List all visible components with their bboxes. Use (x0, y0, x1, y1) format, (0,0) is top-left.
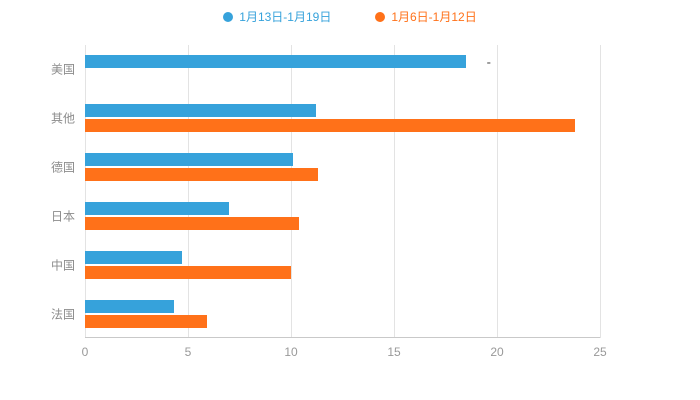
bar[interactable] (85, 201, 230, 215)
legend-dot-blue-icon (223, 11, 234, 22)
legend-item-jan6-12[interactable]: 1月6日-1月12日 (375, 8, 477, 25)
legend-label-jan13-19: 1月13日-1月19日 (239, 10, 332, 24)
gridline (85, 45, 86, 338)
category-label: 中国 (50, 258, 75, 273)
category-label: 美国 (50, 62, 75, 77)
category-label: 日本 (50, 209, 75, 224)
x-tick-label: 25 (593, 345, 607, 359)
category-label: 其他 (50, 111, 75, 126)
legend-dot-orange-icon (375, 11, 386, 22)
gridline (497, 45, 498, 338)
x-tick-label: 0 (81, 345, 89, 359)
gridline (291, 45, 292, 338)
bar[interactable] (85, 265, 291, 279)
bar[interactable] (85, 216, 300, 230)
annotation: - (486, 54, 491, 70)
category-label: 德国 (50, 160, 75, 175)
bar[interactable] (85, 104, 316, 118)
x-axis-line (85, 337, 600, 338)
bar[interactable] (85, 250, 182, 264)
gridline (394, 45, 395, 338)
chart-legend: 1月13日-1月19日 1月6日-1月12日 (0, 8, 700, 25)
bar[interactable] (85, 119, 576, 133)
bar[interactable] (85, 55, 467, 69)
x-tick-label: 20 (490, 345, 504, 359)
gridline (600, 45, 601, 338)
gridline (188, 45, 189, 338)
bar[interactable] (85, 299, 174, 313)
x-tick-label: 5 (184, 345, 192, 359)
plot-area (85, 45, 601, 338)
bar[interactable] (85, 314, 207, 328)
legend-item-jan13-19[interactable]: 1月13日-1月19日 (223, 8, 331, 25)
x-tick-label: 15 (387, 345, 401, 359)
x-tick-label: 10 (284, 345, 298, 359)
bar[interactable] (85, 153, 294, 167)
category-label: 法国 (50, 307, 75, 322)
legend-label-jan6-12: 1月6日-1月12日 (391, 10, 477, 24)
bar[interactable] (85, 168, 318, 182)
